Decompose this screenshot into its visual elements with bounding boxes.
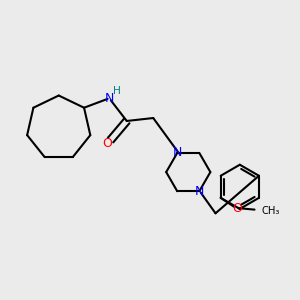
Text: O: O (232, 202, 242, 215)
Text: N: N (195, 185, 204, 198)
Text: N: N (172, 146, 182, 160)
Text: CH₃: CH₃ (262, 206, 280, 216)
Text: O: O (103, 136, 112, 150)
Text: N: N (104, 92, 114, 105)
Text: H: H (113, 85, 121, 96)
